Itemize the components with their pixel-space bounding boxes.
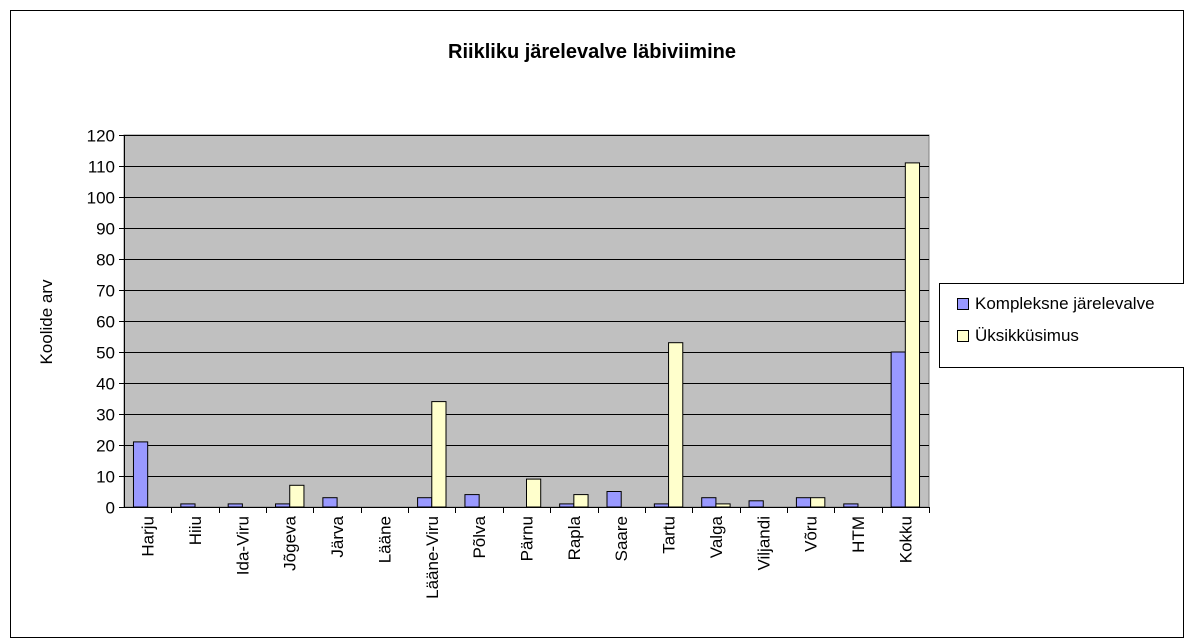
bar-kompleksne-10: [606, 491, 622, 508]
y-tick-label: 100: [87, 189, 115, 208]
x-tick-label: Põlva: [470, 515, 489, 558]
y-tick-label: 110: [88, 158, 115, 177]
y-tick-label: 40: [96, 375, 115, 394]
bar-kompleksne-3: [275, 503, 291, 508]
bar-uksikkusimus-8: [526, 478, 542, 508]
y-axis-label: Koolide arv: [37, 279, 56, 365]
y-tick-label: 70: [96, 282, 115, 301]
x-tick-label: Saare: [612, 516, 631, 561]
x-tick-label: Valga: [707, 515, 726, 558]
bar-kompleksne-16: [890, 351, 906, 508]
bar-kompleksne-14: [795, 497, 812, 508]
bar-kompleksne-2: [227, 503, 243, 508]
x-tick-label: Tartu: [660, 516, 679, 554]
x-tick-label: Ida-Viru: [233, 516, 252, 575]
bar-kompleksne-0: [132, 441, 149, 508]
legend: Kompleksne järelevalve Üksikküsimus: [939, 283, 1184, 368]
y-tick-label: 90: [96, 220, 115, 239]
x-tick-label: Hiiu: [186, 516, 205, 545]
x-tick-label: Kokku: [896, 516, 915, 563]
y-tick-label: 10: [96, 468, 115, 487]
bar-uksikkusimus-11: [668, 342, 684, 508]
bar-uksikkusimus-9: [573, 494, 589, 508]
chart-title: Riikliku järelevalve läbiviimine: [448, 41, 736, 63]
bar-uksikkusimus-16: [904, 162, 921, 508]
bar-kompleksne-1: [180, 503, 196, 508]
bar-kompleksne-11: [653, 503, 670, 508]
bar-uksikkusimus-12: [715, 503, 731, 508]
x-tick-label: Jõgeva: [281, 515, 300, 570]
bar-kompleksne-7: [464, 494, 480, 508]
bar-kompleksne-9: [559, 503, 575, 508]
bar-uksikkusimus-3: [289, 484, 305, 508]
x-tick-label: Lääne: [375, 516, 394, 563]
x-tick-label: Pärnu: [518, 516, 537, 561]
bar-kompleksne-4: [322, 497, 338, 508]
y-tick-label: 30: [96, 406, 115, 425]
bar-kompleksne-15: [843, 503, 859, 508]
plot-area: 0 10 20 30 40 50 60 70 80 90 100 110 120 Harju Hiiu Ida…: [87, 127, 930, 599]
legend-label-1: Üksikküsimus: [975, 326, 1079, 345]
x-tick-label: HTM: [849, 516, 868, 553]
y-tick-label: 50: [96, 344, 115, 363]
x-tick-label: Harju: [139, 516, 158, 557]
y-tick-label: 120: [87, 127, 115, 146]
legend-swatch-0: [957, 298, 969, 310]
y-tick-label: 60: [96, 313, 115, 332]
x-tick-label: Võru: [802, 516, 821, 552]
bar-uksikkusimus-6: [431, 401, 447, 508]
x-tick-label: Viljandi: [754, 516, 773, 571]
y-tick-label: 20: [96, 437, 115, 456]
x-tick-label: Rapla: [565, 515, 584, 560]
legend-swatch-1: [957, 330, 969, 342]
bar-uksikkusimus-14: [810, 497, 826, 508]
y-tick-label: 0: [106, 499, 115, 518]
bar-kompleksne-12: [701, 497, 717, 508]
bar-kompleksne-13: [748, 500, 764, 508]
y-tick-label: 80: [96, 251, 115, 270]
x-tick-label: Järva: [328, 515, 347, 557]
bar-kompleksne-6: [417, 497, 433, 508]
x-tick-label: Lääne-Viru: [423, 516, 442, 599]
legend-box: [939, 283, 1184, 368]
legend-label-0: Kompleksne järelevalve: [975, 294, 1155, 313]
